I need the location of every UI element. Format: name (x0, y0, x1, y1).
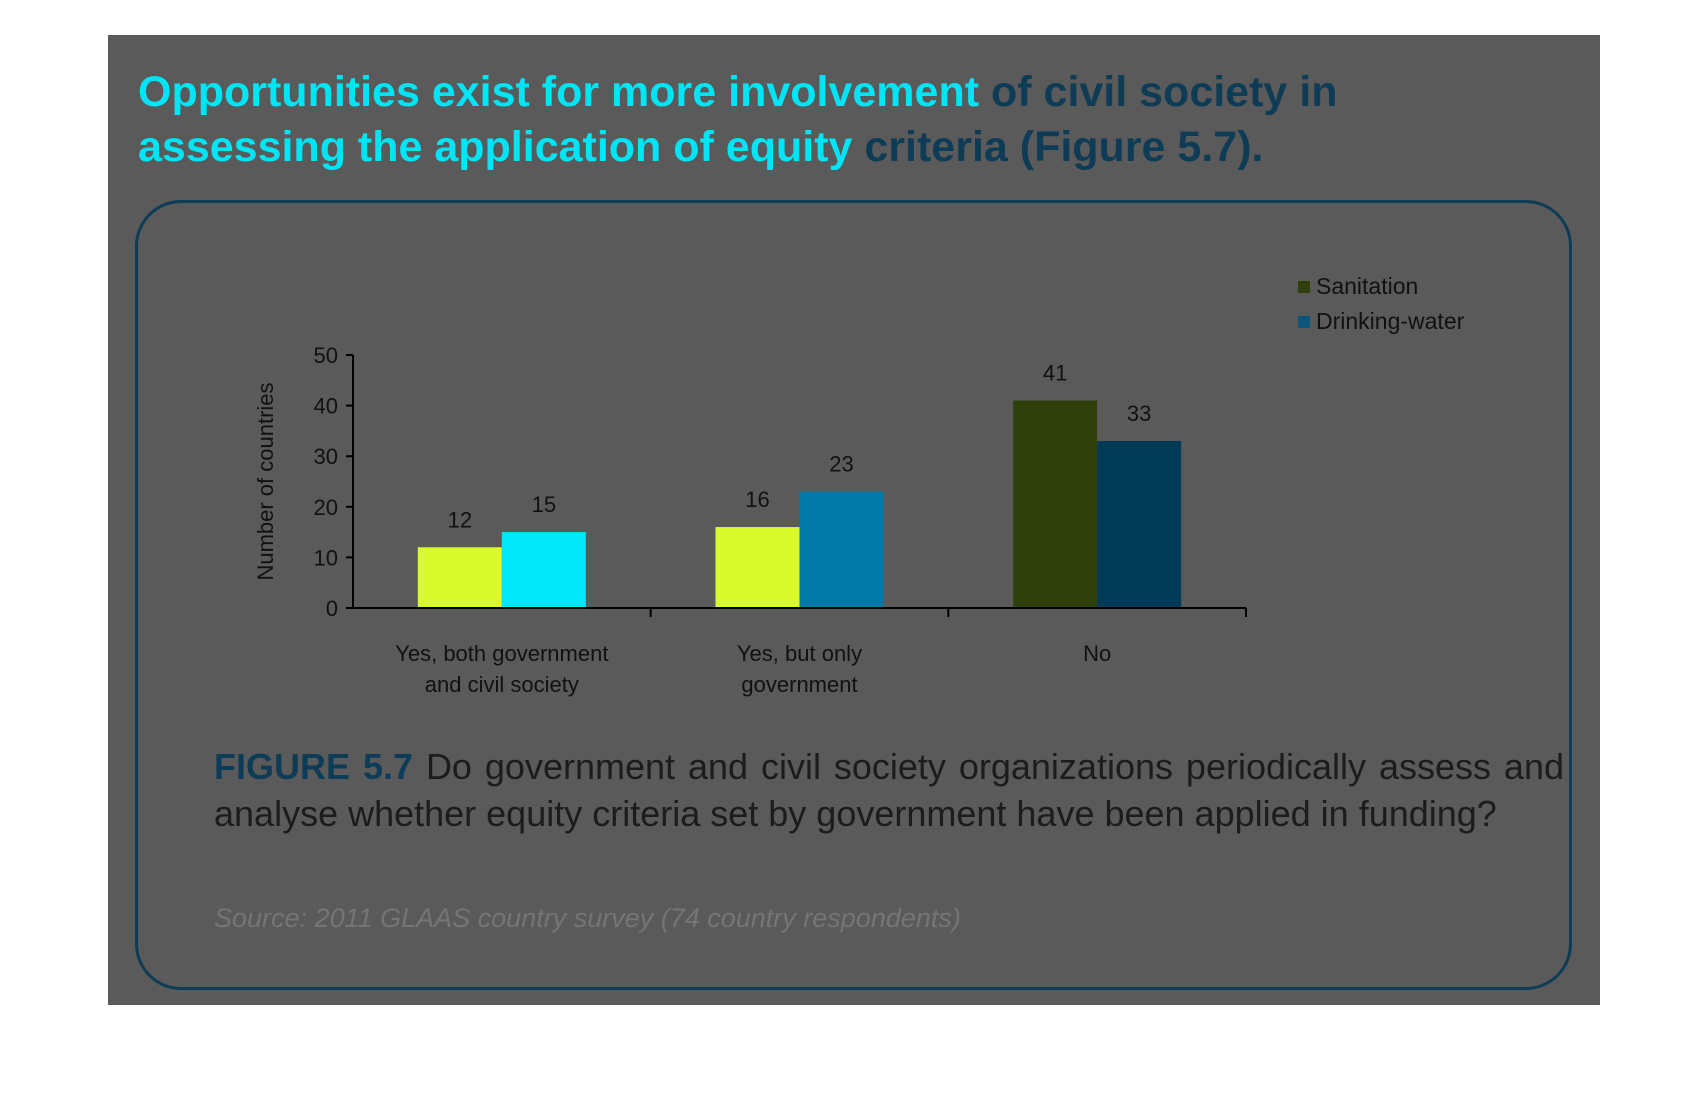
legend-swatch-drinking-water (1298, 316, 1310, 328)
heading-rest-1: of civil society in (979, 68, 1338, 116)
y-tick-label: 40 (314, 394, 338, 419)
x-tick-label: No (1083, 641, 1111, 666)
data-label: 33 (1127, 401, 1151, 426)
caption-text: Do government and civil society organiza… (214, 746, 1565, 834)
data-label: 23 (829, 452, 853, 477)
bar-sanitation-3 (1013, 400, 1098, 608)
bar-chart: 12 15 16 23 41 33 0 10 20 30 40 50 Yes, both governm… (253, 273, 1465, 697)
x-tick-label: government (741, 672, 857, 697)
legend-label-drinking-water: Drinking-water (1316, 308, 1465, 334)
figure-label: FIGURE 5.7 (214, 746, 413, 787)
x-tick-label: Yes, both government (395, 641, 608, 666)
y-tick-label: 0 (326, 596, 338, 621)
source-note: Source: 2011 GLAAS country survey (74 co… (214, 903, 961, 933)
figure-panel: Opportunities exist for more involvement… (108, 35, 1600, 1005)
figure-card: 12 15 16 23 41 33 0 10 20 30 40 50 Yes, both governm… (135, 200, 1572, 990)
y-tick-label: 10 (314, 545, 338, 570)
data-label: 12 (448, 507, 472, 532)
bar-drinking-water-1 (501, 532, 586, 608)
bar-drinking-water-2 (799, 491, 884, 608)
bar-sanitation-2 (715, 527, 800, 608)
heading-rest-2: criteria (Figure 5.7). (852, 123, 1264, 171)
y-axis-label: Number of countries (253, 382, 278, 580)
data-label: 16 (745, 487, 769, 512)
page-heading: Opportunities exist for more involvement… (138, 65, 1518, 175)
x-tick-label: Yes, but only (737, 641, 862, 666)
data-label: 15 (532, 492, 556, 517)
legend-label-sanitation: Sanitation (1316, 273, 1418, 299)
heading-highlight-1: Opportunities exist for more involvement (138, 68, 980, 116)
heading-highlight-2: assessing the application of equity (138, 123, 853, 171)
figure-caption: FIGURE 5.7 Do government and civil socie… (214, 743, 1564, 837)
bar-sanitation-1 (417, 547, 502, 608)
data-label: 41 (1043, 361, 1067, 386)
bar-drinking-water-3 (1097, 441, 1182, 608)
y-tick-label: 20 (314, 495, 338, 520)
y-tick-label: 50 (314, 343, 338, 368)
y-tick-label: 30 (314, 444, 338, 469)
x-tick-label: and civil society (425, 672, 579, 697)
legend-swatch-sanitation (1298, 281, 1310, 293)
